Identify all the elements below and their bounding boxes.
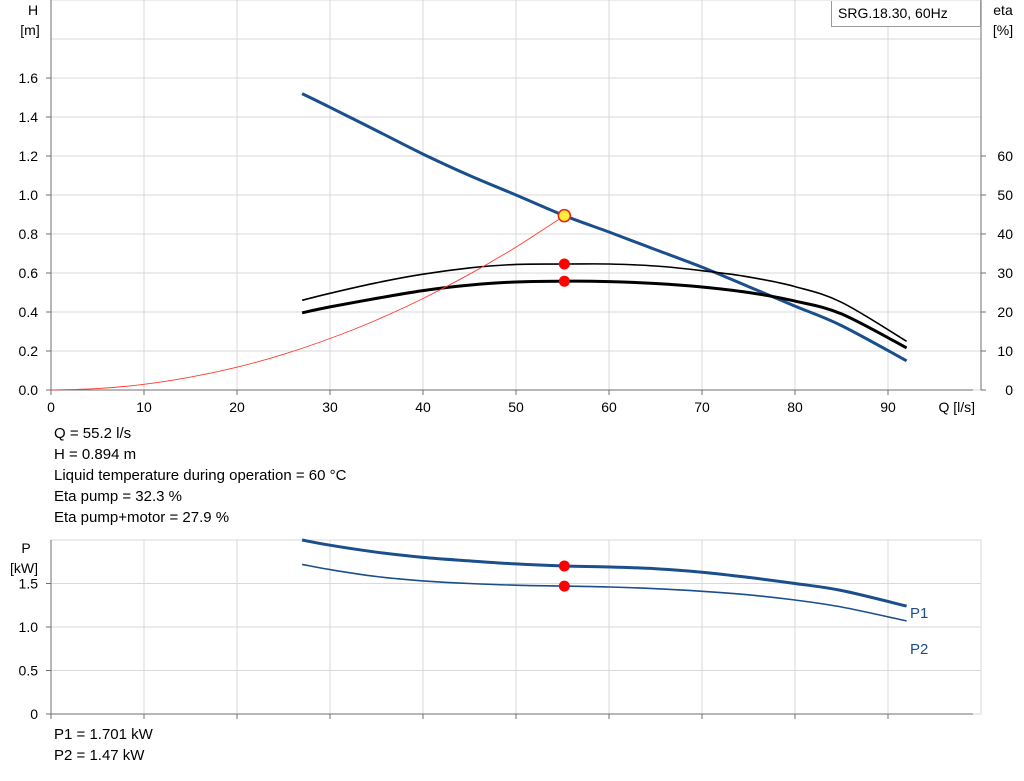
power-chart-operating-points xyxy=(558,560,570,592)
info-eta-pump-motor: Eta pump+motor = 27.9 % xyxy=(54,509,230,526)
power-chart-axes: 0 0.5 1.0 1.5 P [kW] xyxy=(10,540,973,722)
chart-title: SRG.18.30, 60Hz xyxy=(838,5,948,21)
x-tick-label: 20 xyxy=(229,399,245,415)
x-tick-label: 80 xyxy=(787,399,803,415)
y-tick-label: 1.0 xyxy=(19,619,39,635)
head-chart-operating-points xyxy=(557,208,572,287)
head-curve xyxy=(301,92,908,363)
info-p2: P2 = 1.47 kW xyxy=(54,747,145,764)
y-axis-unit-left: [m] xyxy=(20,22,39,38)
info-flow: Q = 55.2 l/s xyxy=(54,425,132,442)
x-tick-label: 60 xyxy=(601,399,617,415)
power-chart-grid xyxy=(50,539,982,715)
x-tick-label: 40 xyxy=(415,399,431,415)
y-tick-label-left: 1.0 xyxy=(19,187,39,203)
head-chart-axes: 0 10 20 30 40 50 60 70 80 90 Q [l/s] 0.0 0.2 0.4 0.6 0.… xyxy=(19,0,1013,415)
power-operating-point-1 xyxy=(558,580,570,592)
y-tick-label: 0 xyxy=(30,706,38,722)
y-tick-label-left: 1.4 xyxy=(19,109,39,125)
eta-pump-motor-curve xyxy=(301,279,908,350)
operating-info: Q = 55.2 l/s H = 0.894 m Liquid temperat… xyxy=(54,423,346,528)
y-tick-label: 1.5 xyxy=(19,576,39,592)
y-tick-label-left: 0.6 xyxy=(19,265,39,281)
x-tick-label: 10 xyxy=(136,399,152,415)
y-tick-label-right: 60 xyxy=(997,148,1013,164)
info-eta-pump: Eta pump = 32.3 % xyxy=(54,488,182,505)
info-temperature: Liquid temperature during operation = 60… xyxy=(54,467,347,484)
p2-series-label: P2 xyxy=(910,641,928,658)
info-head: H = 0.894 m xyxy=(54,446,137,463)
x-tick-label: 90 xyxy=(880,399,896,415)
y-tick-label-right: 30 xyxy=(997,265,1013,281)
x-tick-label: 50 xyxy=(508,399,524,415)
y-axis-symbol: P xyxy=(21,540,30,556)
head-chart-series xyxy=(50,92,908,391)
y-tick-label-left: 0.2 xyxy=(19,343,39,359)
y-tick-label-left: 0.0 xyxy=(19,382,39,398)
x-tick-label: 0 xyxy=(47,399,55,415)
power-operating-point-0 xyxy=(558,560,570,572)
eta-pump-curve xyxy=(301,263,908,342)
p1-series-label: P1 xyxy=(910,605,928,622)
eta-operating-point-1 xyxy=(558,258,570,270)
power-chart-series: P1 P2 xyxy=(301,538,928,658)
y-tick-label-right: 0 xyxy=(1005,382,1013,398)
p1-curve xyxy=(301,538,907,608)
y-axis-symbol-left: H xyxy=(28,2,38,18)
y-tick-label: 0.5 xyxy=(19,663,39,679)
y-tick-label-left: 0.8 xyxy=(19,226,39,242)
y-tick-label-right: 50 xyxy=(997,187,1013,203)
y-tick-label-right: 40 xyxy=(997,226,1013,242)
info-p1: P1 = 1.701 kW xyxy=(54,726,153,743)
p2-curve xyxy=(301,563,907,622)
power-info: P1 = 1.701 kW P2 = 1.47 kW xyxy=(54,724,153,766)
y-axis-symbol-right: eta xyxy=(993,2,1013,18)
chart-title-box: SRG.18.30, 60Hz xyxy=(831,1,981,27)
y-tick-label-right: 10 xyxy=(997,343,1013,359)
y-axis-unit-right: [%] xyxy=(993,22,1013,38)
x-tick-label: 70 xyxy=(694,399,710,415)
y-axis-unit: [kW] xyxy=(10,560,38,576)
x-tick-label: 30 xyxy=(322,399,338,415)
y-tick-label-right: 20 xyxy=(997,304,1013,320)
x-axis-label: Q [l/s] xyxy=(938,399,975,415)
y-tick-label-left: 1.2 xyxy=(19,148,39,164)
y-tick-label-left: 0.4 xyxy=(19,304,39,320)
y-tick-label-left: 1.6 xyxy=(19,70,39,86)
eta-operating-point-2 xyxy=(558,275,570,287)
duty-point-marker xyxy=(557,208,572,223)
system-curve xyxy=(50,215,565,391)
